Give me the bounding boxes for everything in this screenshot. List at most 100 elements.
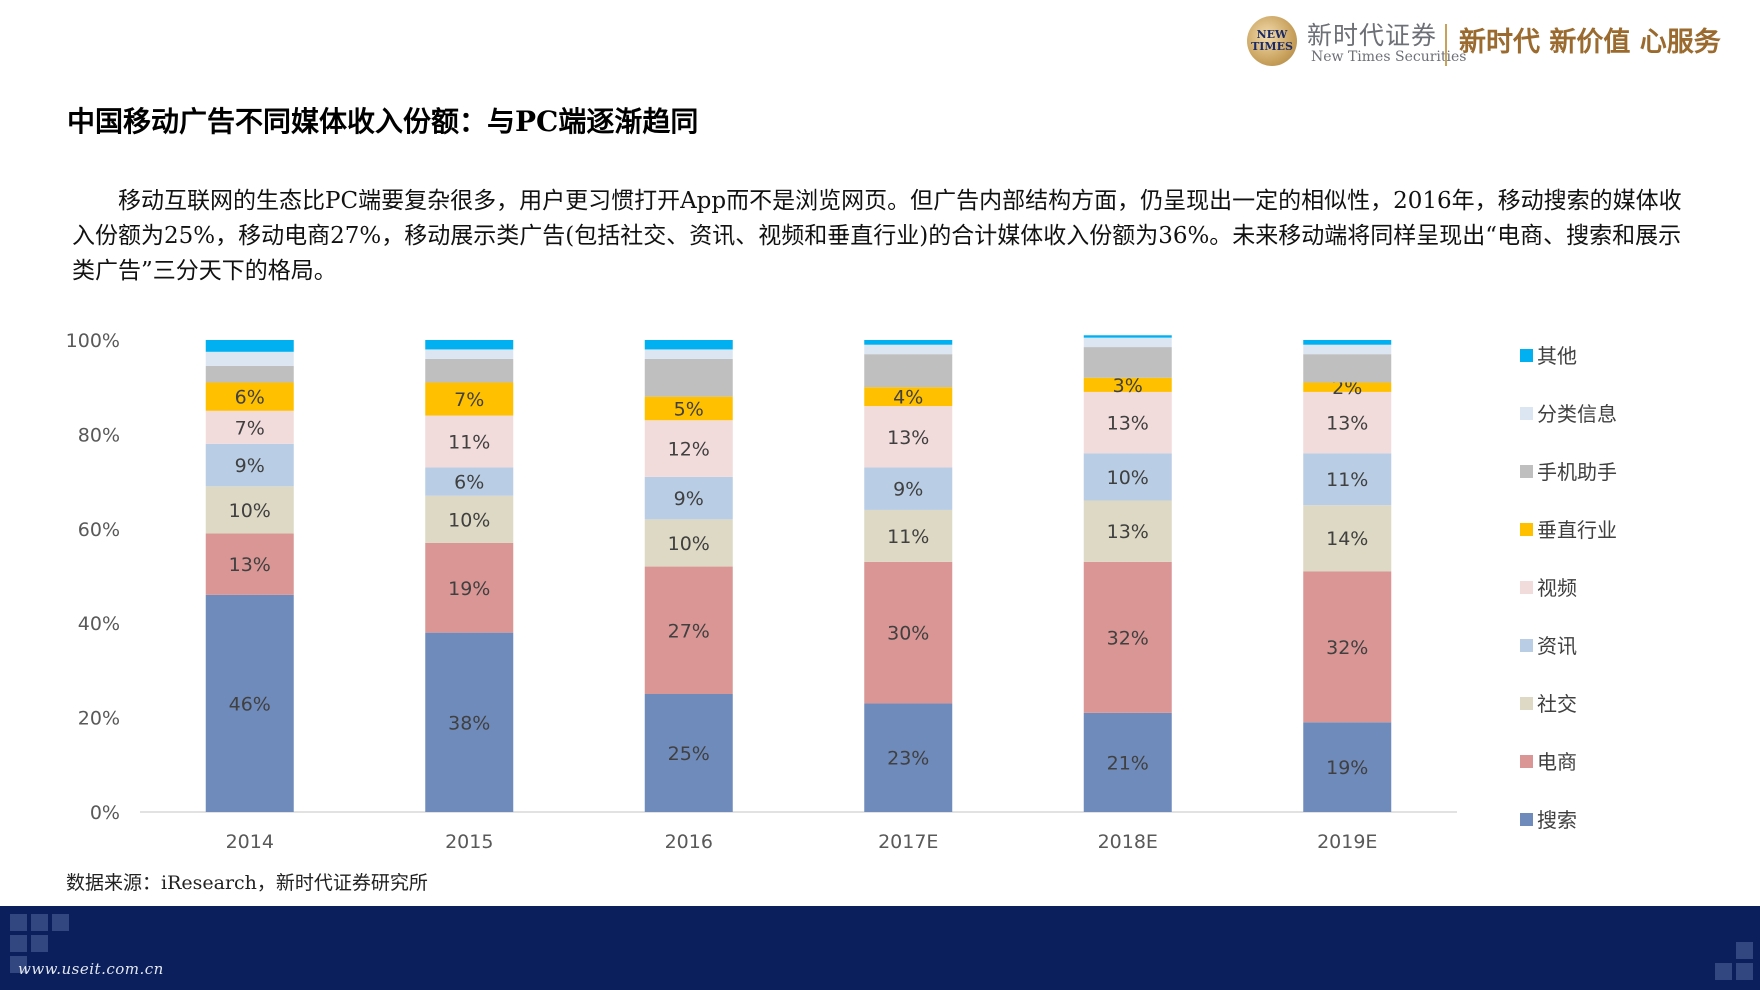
bar-segment — [864, 467, 953, 510]
legend-label: 视频 — [1537, 576, 1577, 600]
data-label: 19% — [1326, 757, 1368, 779]
bar-segment — [644, 340, 733, 350]
legend-swatch — [1520, 523, 1533, 536]
bar-segment — [1083, 561, 1172, 713]
data-label: 7% — [235, 417, 265, 439]
bar-segment — [425, 495, 514, 543]
x-tick-label: 2014 — [226, 831, 274, 853]
legend-label: 手机助手 — [1537, 460, 1617, 484]
bar-segment — [205, 486, 294, 534]
bar-segment — [864, 509, 953, 562]
data-label: 10% — [229, 500, 271, 522]
data-label: 21% — [1107, 752, 1149, 774]
bar-segment — [1303, 453, 1392, 506]
bar-segment — [1083, 712, 1172, 812]
bar-segment — [1083, 500, 1172, 562]
data-label: 10% — [668, 533, 710, 555]
bar-segment — [205, 351, 294, 366]
data-label: 5% — [674, 398, 704, 420]
bar-segment — [1303, 354, 1392, 383]
bar-segment — [205, 382, 294, 411]
brand-name-en: New Times Securities — [1311, 49, 1467, 65]
bar-segment — [1303, 722, 1392, 812]
legend-swatch — [1520, 639, 1533, 652]
brand-divider — [1445, 24, 1447, 66]
bar-segment — [205, 410, 294, 444]
bar-segment — [864, 387, 953, 407]
bar-segment — [864, 340, 953, 345]
legend-swatch — [1520, 349, 1533, 362]
bar-segment — [205, 443, 294, 487]
legend-label: 电商 — [1537, 750, 1577, 774]
footer-decor-square — [10, 914, 27, 931]
bar-segment — [1303, 505, 1392, 572]
data-source-note: 数据来源：iResearch，新时代证券研究所 — [66, 872, 428, 894]
data-label: 6% — [454, 472, 484, 494]
x-tick-label: 2015 — [445, 831, 493, 853]
footer-decor-square — [10, 935, 27, 952]
data-label: 10% — [448, 509, 490, 531]
bar-segment — [425, 542, 514, 633]
bar-segment — [644, 396, 733, 421]
data-label: 12% — [668, 439, 710, 461]
y-tick-label: 0% — [90, 802, 120, 824]
footer-decor-square — [31, 935, 48, 952]
bar-segment — [205, 594, 294, 812]
bar-segment — [205, 533, 294, 595]
stacked-bar-chart: 0% 20% 40% 60% 80% 100% 46% 13% 10% 9% 7% 6% 2014 38… — [66, 330, 1617, 853]
legend-swatch — [1520, 813, 1533, 826]
bar-segment — [425, 467, 514, 496]
bar-segment — [425, 632, 514, 812]
bar-segment — [425, 340, 514, 350]
footer-band — [0, 906, 1760, 990]
footer-decor-square — [52, 914, 69, 931]
data-label: 11% — [887, 526, 929, 548]
bar-segment — [644, 349, 733, 359]
legend-swatch — [1520, 697, 1533, 710]
intro-paragraph: 移动互联网的生态比PC端要复杂很多，用户更习惯打开App而不是浏览网页。但广告内… — [72, 188, 1682, 284]
data-label: 13% — [1107, 413, 1149, 435]
bar-segment — [1083, 337, 1172, 348]
data-label: 13% — [1107, 521, 1149, 543]
legend-label: 其他 — [1537, 344, 1577, 368]
data-label: 13% — [1326, 413, 1368, 435]
x-tick-label: 2019E — [1317, 831, 1377, 853]
data-label: 14% — [1326, 528, 1368, 550]
data-label: 2% — [1332, 377, 1362, 399]
data-label: 6% — [235, 387, 265, 409]
bar-segment — [205, 340, 294, 352]
bar-segment — [1303, 391, 1392, 454]
bar-segment — [864, 344, 953, 355]
data-label: 19% — [448, 578, 490, 600]
bar-segment — [864, 354, 953, 388]
bar-segment — [1083, 453, 1172, 501]
y-axis: 0% 20% 40% 60% 80% 100% — [66, 330, 1457, 824]
bar-segment — [1303, 340, 1392, 345]
bar-segment — [644, 476, 733, 520]
footer-decor-square — [1736, 942, 1753, 959]
y-tick-label: 100% — [66, 330, 120, 352]
data-label: 10% — [1107, 467, 1149, 489]
data-label: 9% — [235, 455, 265, 477]
x-tick-label: 2018E — [1098, 831, 1158, 853]
data-label: 11% — [1326, 469, 1368, 491]
legend-label: 垂直行业 — [1537, 518, 1617, 542]
y-tick-label: 40% — [78, 613, 120, 635]
data-label: 7% — [454, 389, 484, 411]
x-tick-label: 2017E — [878, 831, 938, 853]
bar-segment — [1083, 391, 1172, 454]
data-label: 32% — [1107, 627, 1149, 649]
bar-segment — [644, 694, 733, 812]
data-label: 27% — [668, 620, 710, 642]
bar-segment — [864, 703, 953, 812]
brand-name-cn: 新时代证券 — [1307, 21, 1438, 50]
data-label: 25% — [668, 743, 710, 765]
footer-decor-square — [31, 914, 48, 931]
bar-segment — [1303, 382, 1392, 392]
brand-slogan: 新时代 新价值 心服务 — [1459, 27, 1721, 58]
footer-url: www.useit.com.cn — [18, 960, 164, 978]
legend-swatch — [1520, 581, 1533, 594]
bar-area: 46% 13% 10% 9% 7% 6% 2014 38% 19% 10% 6% 11% 7% 2015 2… — [205, 335, 1392, 853]
brand-logo: NEW TIMES 新时代证券 New Times Securities 新时代… — [1245, 14, 1745, 74]
bar-segment — [425, 358, 514, 383]
